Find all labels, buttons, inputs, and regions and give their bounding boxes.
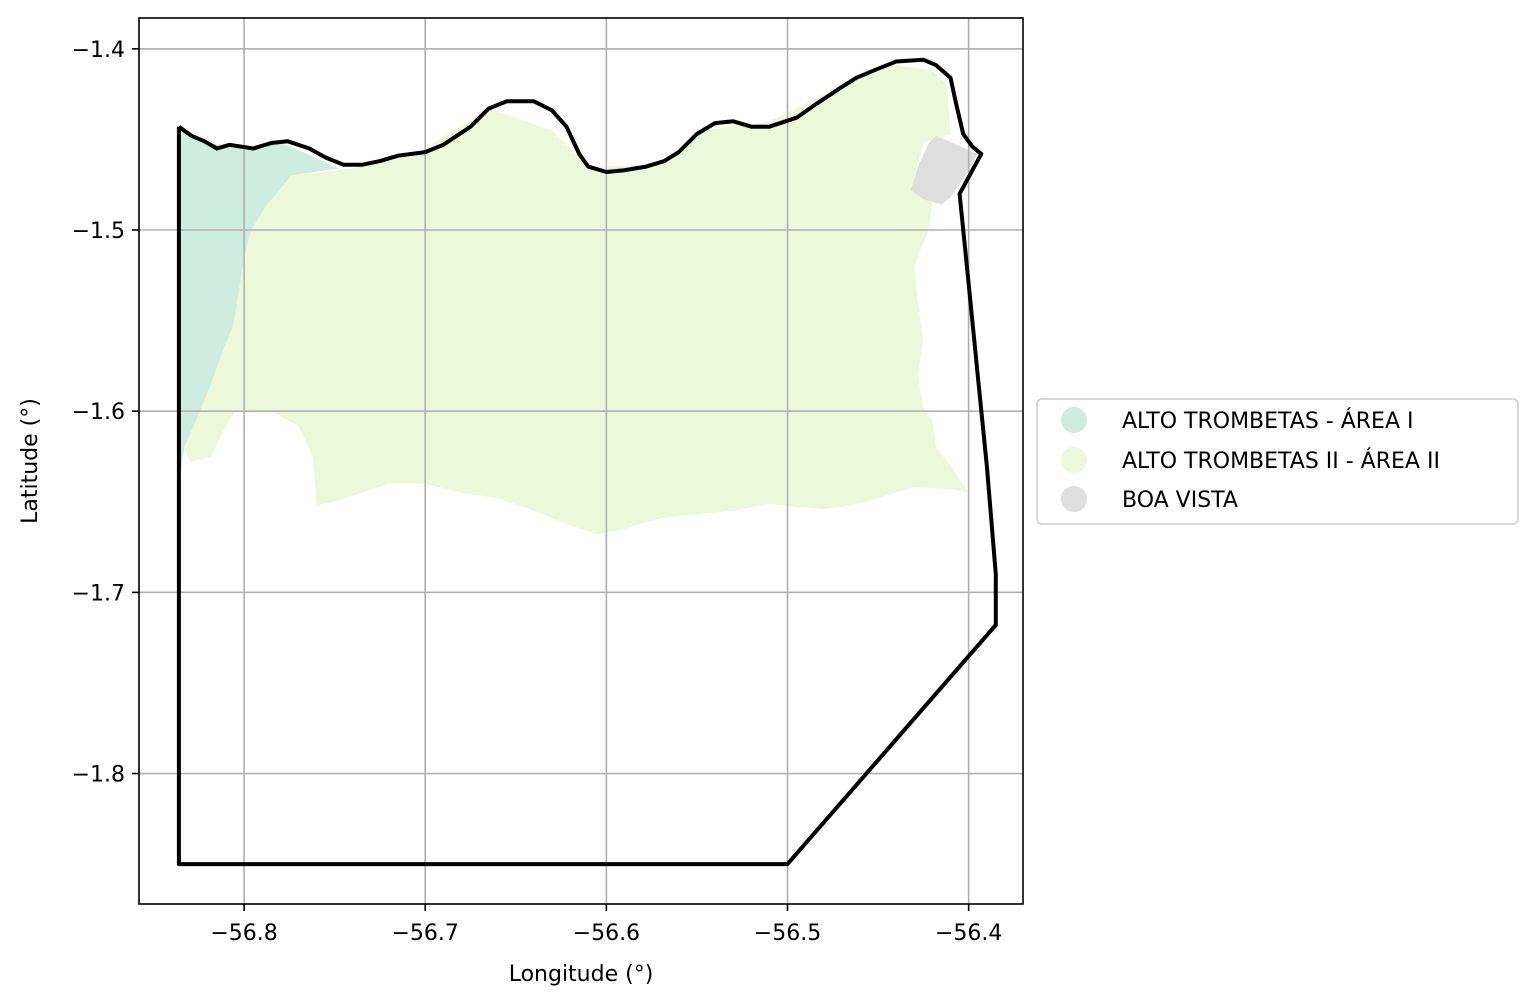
grid-lines	[139, 18, 1023, 904]
legend-marker-boa-vista	[1061, 486, 1087, 512]
boundary-layer	[176, 57, 998, 867]
legend: ALTO TROMBETAS - ÁREA I ALTO TROMBETAS I…	[1036, 398, 1519, 525]
legend-marker-area-i	[1061, 407, 1087, 433]
legend-label-boa-vista: BOA VISTA	[1122, 488, 1238, 513]
x-tick-label: −56.8	[210, 921, 277, 946]
legend-frame	[1036, 398, 1519, 525]
region-alto-trombetas-area-i	[178, 126, 339, 475]
axes-frame	[138, 17, 1024, 905]
y-tick-label: −1.6	[72, 400, 125, 425]
x-tick-label: −56.7	[392, 921, 459, 946]
y-tick-label: −1.4	[72, 38, 125, 63]
legend-marker-area-ii	[1061, 447, 1087, 473]
x-axis-label: Longitude (°)	[509, 962, 654, 987]
y-tick-label: −1.5	[72, 219, 125, 244]
x-tick-label: −56.6	[573, 921, 640, 946]
y-axis-ticks: −1.4 −1.5 −1.6 −1.7 −1.8	[72, 38, 139, 788]
boundary-outline	[176, 57, 998, 867]
legend-label-area-ii: ALTO TROMBETAS II - ÁREA II	[1122, 448, 1440, 474]
region-boa-vista	[910, 135, 978, 205]
x-tick-label: −56.5	[754, 921, 821, 946]
y-tick-label: −1.7	[72, 581, 125, 606]
y-axis-label: Latitude (°)	[18, 398, 43, 524]
regions-layer	[178, 65, 978, 535]
y-tick-label: −1.8	[72, 763, 125, 788]
region-alto-trombetas-ii-area-ii	[184, 65, 969, 535]
legend-label-area-i: ALTO TROMBETAS - ÁREA I	[1122, 408, 1413, 434]
x-tick-label: −56.4	[935, 921, 1002, 946]
x-axis-ticks: −56.8 −56.7 −56.6 −56.5 −56.4	[210, 904, 1002, 946]
